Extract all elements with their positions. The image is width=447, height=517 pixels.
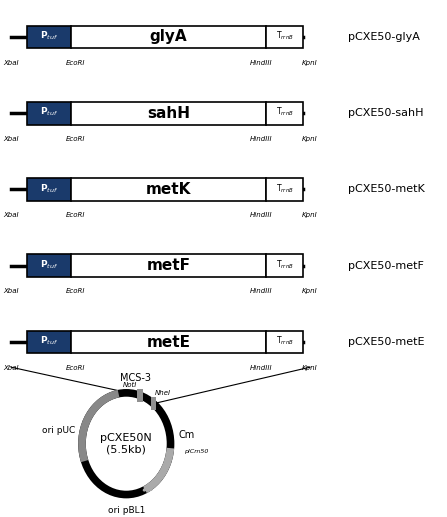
Text: EcoRI: EcoRI	[66, 364, 85, 371]
Bar	[27, 178, 71, 201]
Text: KpnI: KpnI	[302, 136, 318, 142]
Bar	[71, 330, 266, 354]
Text: NheI: NheI	[155, 390, 171, 396]
Text: sahH: sahH	[147, 106, 190, 121]
Bar	[71, 25, 266, 49]
Text: pCXE50N
(5.5kb): pCXE50N (5.5kb)	[101, 433, 152, 454]
Text: NotI: NotI	[123, 382, 137, 388]
Text: $\mathrm{T}_{\mathit{rrnB}}$: $\mathrm{T}_{\mathit{rrnB}}$	[276, 334, 294, 347]
Bar	[266, 330, 304, 354]
Text: $\mathrm{T}_{\mathit{rrnB}}$: $\mathrm{T}_{\mathit{rrnB}}$	[276, 182, 294, 195]
Text: HindIII: HindIII	[250, 364, 273, 371]
Text: pICm50: pICm50	[184, 449, 208, 454]
Text: $\mathrm{T}_{\mathit{rrnB}}$: $\mathrm{T}_{\mathit{rrnB}}$	[276, 106, 294, 118]
Text: pCXE50-glyA: pCXE50-glyA	[348, 32, 420, 42]
Text: $\mathbf{P}_{\mathit{tuf}}$: $\mathbf{P}_{\mathit{tuf}}$	[40, 106, 58, 118]
Bar	[71, 102, 266, 125]
Text: MCS-3: MCS-3	[120, 373, 151, 383]
Text: ori pUC: ori pUC	[42, 427, 76, 435]
Text: $\mathbf{P}_{\mathit{tuf}}$: $\mathbf{P}_{\mathit{tuf}}$	[40, 182, 58, 195]
Text: KpnI: KpnI	[302, 288, 318, 294]
Text: $\mathrm{T}_{\mathit{rrnB}}$: $\mathrm{T}_{\mathit{rrnB}}$	[276, 258, 294, 271]
Bar	[27, 330, 71, 354]
Bar	[137, 389, 143, 402]
Text: $\mathbf{P}_{\mathit{tuf}}$: $\mathbf{P}_{\mathit{tuf}}$	[40, 334, 58, 347]
Bar	[266, 102, 304, 125]
Bar	[151, 397, 156, 410]
Text: KpnI: KpnI	[302, 364, 318, 371]
Text: EcoRI: EcoRI	[66, 136, 85, 142]
Text: metE: metE	[146, 334, 190, 349]
Bar	[27, 25, 71, 49]
Bar	[266, 254, 304, 277]
Text: HindIII: HindIII	[250, 212, 273, 218]
Text: metF: metF	[146, 258, 190, 273]
Text: $\mathrm{T}_{\mathit{rrnB}}$: $\mathrm{T}_{\mathit{rrnB}}$	[276, 29, 294, 42]
Text: KpnI: KpnI	[302, 59, 318, 66]
Text: HindIII: HindIII	[250, 59, 273, 66]
Text: $\mathbf{P}_{\mathit{tuf}}$: $\mathbf{P}_{\mathit{tuf}}$	[40, 29, 58, 42]
Text: EcoRI: EcoRI	[66, 288, 85, 294]
Text: KpnI: KpnI	[302, 212, 318, 218]
Text: pCXE50-sahH: pCXE50-sahH	[348, 108, 423, 118]
Text: glyA: glyA	[149, 29, 187, 44]
Bar	[27, 254, 71, 277]
Bar	[266, 25, 304, 49]
Text: ori pBL1: ori pBL1	[108, 506, 145, 515]
Text: pCXE50-metF: pCXE50-metF	[348, 261, 424, 271]
Text: pCXE50-metE: pCXE50-metE	[348, 337, 424, 347]
Text: XbaI: XbaI	[3, 136, 19, 142]
Text: XbaI: XbaI	[3, 288, 19, 294]
Text: XbaI: XbaI	[3, 364, 19, 371]
Bar	[266, 178, 304, 201]
Text: metK: metK	[146, 182, 191, 197]
Text: Cm: Cm	[178, 430, 195, 439]
Text: pCXE50-metK: pCXE50-metK	[348, 185, 424, 194]
Text: HindIII: HindIII	[250, 136, 273, 142]
Text: HindIII: HindIII	[250, 288, 273, 294]
Text: XbaI: XbaI	[3, 212, 19, 218]
Text: EcoRI: EcoRI	[66, 212, 85, 218]
Bar	[71, 178, 266, 201]
Bar	[71, 254, 266, 277]
Text: XbaI: XbaI	[3, 59, 19, 66]
Bar	[27, 102, 71, 125]
Text: $\mathbf{P}_{\mathit{tuf}}$: $\mathbf{P}_{\mathit{tuf}}$	[40, 258, 58, 271]
Text: EcoRI: EcoRI	[66, 59, 85, 66]
